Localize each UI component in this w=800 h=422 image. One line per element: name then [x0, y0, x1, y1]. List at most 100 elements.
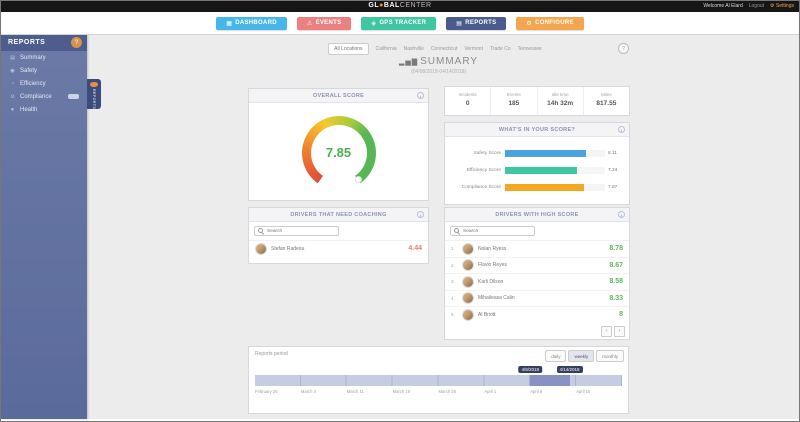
gear-icon: ⚙: [770, 3, 775, 9]
monthly-button[interactable]: monthly: [596, 350, 624, 362]
sidebar-item-health[interactable]: ♥ Health: [1, 103, 87, 116]
efficiency-score-row: Efficiency Score 7.24: [466, 167, 618, 174]
driver-score: 8.67: [609, 261, 623, 269]
period-timeline-slider[interactable]: 4/8/2018 4/14/2018: [255, 366, 622, 386]
ribbon-circle-icon: [90, 82, 98, 87]
logout-link[interactable]: Logout: [748, 3, 765, 9]
overall-score-header: OVERALL SCORE i: [249, 89, 428, 103]
sidebar-item-efficiency[interactable]: ◔ Efficiency: [10, 80, 46, 87]
stat-events: Events 185: [490, 87, 536, 115]
efficiency-icon: ◔: [10, 80, 15, 87]
stats-summary-card: Incidents 0 Events 185 Idle time 14h 32m Mi…: [444, 86, 630, 116]
tab-location-3[interactable]: Connecticut: [430, 45, 458, 52]
gps-icon: ◈: [371, 20, 377, 27]
tab-location-6[interactable]: Tennessee: [517, 45, 542, 52]
tab-location-4[interactable]: Vermont: [464, 45, 483, 52]
overall-score-value: 7.85: [325, 145, 352, 160]
top-bar: GL●BALCENTER Welcome Al Elard Logout ⚙ S…: [1, 1, 799, 12]
compliance-score-bar: [505, 184, 584, 191]
logo-text: GL: [368, 2, 380, 9]
logo-text-suffix: CENTER: [399, 2, 432, 9]
coaching-search-input[interactable]: [267, 228, 327, 234]
bar-chart-icon: ▂▅▇: [398, 59, 419, 66]
score-gauge: 7.85: [301, 115, 376, 190]
high-score-search-input[interactable]: [463, 228, 523, 234]
driver-score: 8.33: [609, 294, 623, 302]
nav-configure-button[interactable]: ⚙ CONFIGURE: [516, 16, 584, 30]
health-heart-icon: ♥: [11, 106, 14, 113]
high-score-driver-row[interactable]: 5. Al Briott 8: [445, 306, 629, 323]
report-icon: ▤: [456, 20, 463, 27]
tab-location-1[interactable]: California: [375, 45, 397, 52]
period-label: Reports period: [255, 351, 288, 357]
stat-incidents: Incidents 0: [458, 92, 477, 107]
driver-avatar: [462, 308, 474, 321]
logo: GL●BALCENTER: [368, 2, 431, 9]
coaching-driver-row[interactable]: Stefan Radeou 4.44: [249, 240, 428, 257]
reports-ribbon-tab[interactable]: REPORTS: [87, 79, 101, 109]
date-range-subtitle: (04/08/2018-04/14/2018): [410, 69, 467, 75]
stat-idle-time: Idle time 14h 32m: [536, 87, 583, 115]
driver-score: 8.78: [609, 245, 623, 253]
score-rows: Safety Score 8.11 Efficiency Score 7.24 Co…: [445, 137, 629, 196]
high-score-search-box: [450, 226, 535, 236]
driver-avatar: [462, 259, 474, 272]
search-icon: [258, 228, 264, 234]
tab-location-2[interactable]: Nashville: [403, 45, 424, 52]
info-icon[interactable]: i: [417, 211, 424, 218]
nav-dashboard-button[interactable]: ▦ DASHBOARD: [216, 16, 287, 30]
driver-avatar: [462, 292, 474, 305]
tab-location-5[interactable]: Trade Co: [489, 45, 511, 52]
safety-score-bar: [505, 150, 587, 157]
driver-score: 8.58: [609, 278, 623, 286]
range-start-badge: 4/8/2018: [518, 366, 543, 373]
reports-sidebar: REPORTS ? ▤ Summary ◉ Safety ◔ Efficiency ⊙…: [1, 34, 87, 419]
configure-gear-icon: ⚙: [526, 20, 533, 27]
welcome-text: Welcome Al Elard: [703, 3, 743, 9]
sidebar-title: REPORTS: [8, 39, 46, 46]
high-score-driver-row[interactable]: 2. Flavio Reyes 8.67: [445, 256, 629, 274]
weekly-button[interactable]: weekly: [568, 350, 595, 362]
main-nav: ▦ DASHBOARD ⚠ EVENTS ◈ GPS TRACKER ▤ REPORTS…: [1, 12, 799, 35]
high-score-header: DRIVERS WITH HIGH SCORE i: [445, 208, 629, 222]
nav-gps-tracker-button[interactable]: ◈ GPS TRACKER: [361, 16, 437, 30]
high-score-driver-row[interactable]: 3. Karli Dilson 8.58: [445, 273, 629, 290]
settings-link[interactable]: ⚙ Settings: [770, 3, 794, 9]
driver-score: 8: [619, 311, 623, 319]
driver-avatar: [462, 242, 474, 255]
top-links: Welcome Al Elard Logout ⚙ Settings: [703, 3, 794, 9]
gauge-marker: [354, 175, 362, 183]
prev-page-button[interactable]: ‹: [601, 325, 612, 337]
driver-name: Flavio Reyes: [478, 262, 507, 269]
sidebar-item-compliance[interactable]: ⊙ Compliance: [1, 90, 87, 103]
coaching-search-box: [254, 226, 339, 236]
location-tabs: All Locations California Nashville Conne…: [241, 42, 629, 55]
driver-name: Karli Dilson: [478, 278, 504, 285]
sidebar-item-safety[interactable]: ◉ Safety: [10, 67, 38, 74]
high-score-driver-row[interactable]: 4. Mihaileasa Calin 8.33: [445, 289, 629, 307]
range-end-badge: 4/14/2018: [556, 366, 583, 373]
coaching-header: DRIVERS THAT NEED COACHING i: [249, 208, 428, 222]
ribbon-label: REPORTS: [92, 88, 96, 109]
safety-score-row: Safety Score 8.11: [473, 150, 617, 157]
content-help-icon[interactable]: ?: [618, 43, 629, 54]
info-icon[interactable]: i: [618, 211, 625, 218]
high-score-driver-row[interactable]: 1. Nolan Ryess 8.78: [445, 240, 629, 257]
next-page-button[interactable]: ›: [614, 325, 625, 337]
info-icon[interactable]: i: [618, 126, 625, 133]
sidebar-help-icon[interactable]: ?: [71, 37, 82, 48]
stat-miles: Miles 817.55: [582, 87, 629, 115]
summary-icon: ▤: [10, 54, 15, 61]
info-icon[interactable]: i: [417, 92, 424, 99]
sidebar-item-summary[interactable]: ▤ Summary: [10, 54, 46, 61]
nav-events-button[interactable]: ⚠ EVENTS: [296, 16, 352, 30]
page-title: ▂▅▇ SUMMARY: [398, 56, 479, 67]
pagination: ‹ ›: [445, 323, 629, 340]
tab-all-locations[interactable]: All Locations: [328, 42, 369, 55]
logo-text-bold: BAL: [383, 2, 400, 9]
daily-button[interactable]: daily: [545, 350, 567, 362]
selected-range[interactable]: [530, 375, 570, 386]
nav-reports-button[interactable]: ▤ REPORTS: [446, 16, 507, 30]
efficiency-score-bar: [505, 167, 578, 174]
